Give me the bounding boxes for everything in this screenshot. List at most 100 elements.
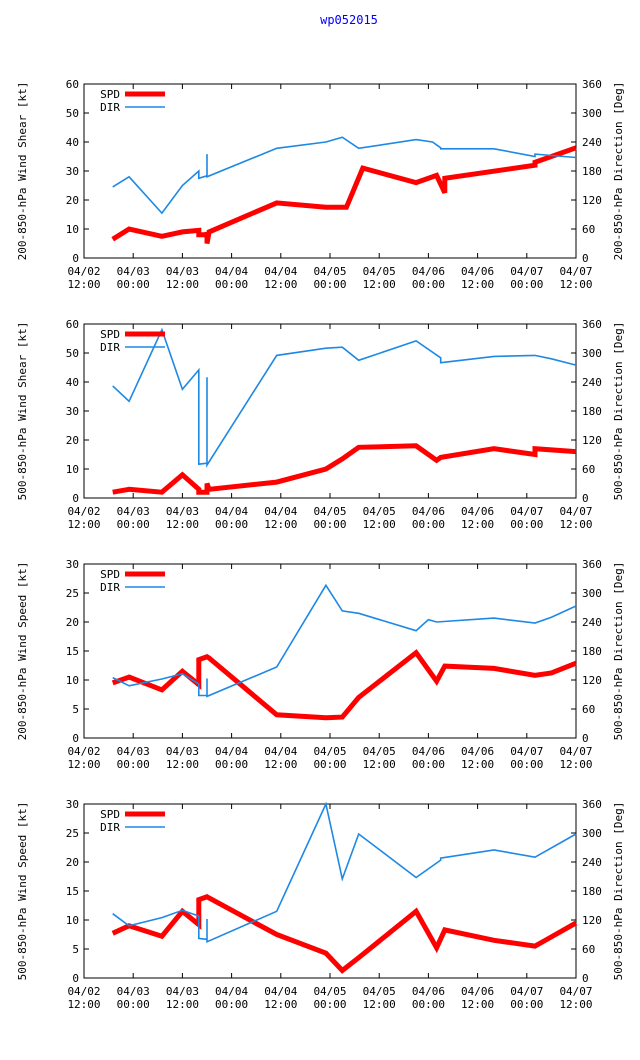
- x-tick-time: 00:00: [412, 518, 445, 531]
- x-tick-time: 00:00: [313, 758, 346, 771]
- left-tick-label: 40: [66, 376, 79, 389]
- right-tick-label: 240: [582, 136, 602, 149]
- x-tick-date: 04/04: [264, 505, 297, 518]
- left-tick-label: 20: [66, 194, 79, 207]
- left-tick-label: 30: [66, 405, 79, 418]
- x-tick-date: 04/02: [67, 745, 100, 758]
- left-tick-label: 25: [66, 827, 79, 840]
- left-tick-label: 60: [66, 318, 79, 331]
- x-tick-time: 00:00: [510, 278, 543, 291]
- x-tick-date: 04/07: [559, 985, 592, 998]
- x-tick-time: 00:00: [313, 278, 346, 291]
- chart-panel-1: 010203040506006012018024030036004/0212:0…: [16, 78, 625, 291]
- plot-frame: [83, 323, 577, 499]
- legend-label-spd: SPD: [100, 328, 120, 341]
- right-tick-label: 120: [582, 674, 602, 687]
- chart-panel-2: 010203040506006012018024030036004/0212:0…: [16, 318, 625, 531]
- x-tick-time: 12:00: [461, 518, 494, 531]
- x-tick-time: 12:00: [461, 758, 494, 771]
- x-tick-date: 04/05: [363, 505, 396, 518]
- x-tick-time: 12:00: [166, 278, 199, 291]
- right-tick-label: 60: [582, 463, 595, 476]
- figure-title: wp052015: [320, 13, 378, 27]
- legend-label-dir: DIR: [100, 581, 120, 594]
- right-tick-label: 180: [582, 165, 602, 178]
- x-tick-time: 12:00: [67, 758, 100, 771]
- y-axis-label: 200-850-hPa Wind Speed [kt]: [16, 562, 29, 741]
- x-tick-date: 04/07: [559, 745, 592, 758]
- chart-panel-3: 05101520253006012018024030036004/0212:00…: [16, 558, 625, 771]
- x-tick-date: 04/05: [363, 985, 396, 998]
- x-tick-date: 04/07: [510, 985, 543, 998]
- legend-label-dir: DIR: [100, 341, 120, 354]
- left-tick-label: 10: [66, 674, 79, 687]
- right-tick-label: 0: [582, 732, 589, 745]
- x-tick-time: 00:00: [215, 518, 248, 531]
- x-tick-time: 12:00: [363, 758, 396, 771]
- x-tick-time: 00:00: [117, 278, 150, 291]
- x-tick-time: 00:00: [117, 758, 150, 771]
- x-tick-date: 04/03: [166, 745, 199, 758]
- x-tick-time: 00:00: [313, 998, 346, 1011]
- x-tick-time: 12:00: [363, 998, 396, 1011]
- legend-label-spd: SPD: [100, 568, 120, 581]
- left-tick-label: 15: [66, 885, 79, 898]
- x-tick-date: 04/04: [264, 745, 297, 758]
- x-tick-time: 12:00: [461, 278, 494, 291]
- x-tick-time: 12:00: [559, 278, 592, 291]
- dir-series-line: [112, 583, 577, 698]
- plot-frame: [83, 803, 577, 979]
- y-axis-label: 500-850-hPa Wind Speed [kt]: [16, 802, 29, 981]
- x-tick-date: 04/06: [461, 505, 494, 518]
- right-tick-label: 60: [582, 703, 595, 716]
- x-tick-time: 00:00: [412, 758, 445, 771]
- x-tick-time: 00:00: [412, 278, 445, 291]
- left-tick-label: 50: [66, 347, 79, 360]
- x-tick-date: 04/04: [215, 745, 248, 758]
- x-tick-date: 04/06: [412, 985, 445, 998]
- left-tick-label: 15: [66, 645, 79, 658]
- left-tick-label: 10: [66, 914, 79, 927]
- x-tick-date: 04/05: [313, 985, 346, 998]
- left-tick-label: 10: [66, 223, 79, 236]
- right-tick-label: 0: [582, 492, 589, 505]
- right-tick-label: 120: [582, 194, 602, 207]
- x-tick-time: 00:00: [510, 998, 543, 1011]
- x-tick-time: 00:00: [215, 278, 248, 291]
- x-tick-time: 12:00: [363, 518, 396, 531]
- left-tick-label: 25: [66, 587, 79, 600]
- x-tick-date: 04/04: [264, 265, 297, 278]
- right-tick-label: 240: [582, 856, 602, 869]
- x-tick-date: 04/07: [559, 505, 592, 518]
- x-tick-date: 04/03: [166, 265, 199, 278]
- dir-series-line: [112, 136, 577, 215]
- left-tick-label: 30: [66, 798, 79, 811]
- left-tick-label: 0: [72, 492, 79, 505]
- right-tick-label: 300: [582, 347, 602, 360]
- x-tick-date: 04/04: [215, 265, 248, 278]
- x-tick-date: 04/07: [510, 505, 543, 518]
- y2-axis-label: 500-850-hPa Direction [Deg]: [612, 562, 625, 741]
- x-tick-date: 04/06: [461, 745, 494, 758]
- x-tick-date: 04/02: [67, 505, 100, 518]
- x-tick-date: 04/05: [363, 745, 396, 758]
- left-tick-label: 20: [66, 616, 79, 629]
- right-tick-label: 120: [582, 434, 602, 447]
- right-tick-label: 240: [582, 376, 602, 389]
- x-tick-date: 04/02: [67, 985, 100, 998]
- x-tick-time: 00:00: [117, 518, 150, 531]
- right-tick-label: 180: [582, 405, 602, 418]
- y-axis-label: 500-850-hPa Wind Shear [kt]: [16, 322, 29, 501]
- left-tick-label: 30: [66, 165, 79, 178]
- x-tick-date: 04/07: [510, 265, 543, 278]
- x-tick-time: 00:00: [510, 518, 543, 531]
- x-tick-time: 12:00: [363, 278, 396, 291]
- x-tick-date: 04/06: [412, 265, 445, 278]
- left-tick-label: 30: [66, 558, 79, 571]
- left-tick-label: 60: [66, 78, 79, 91]
- x-tick-date: 04/04: [264, 985, 297, 998]
- spd-series-line: [111, 894, 578, 974]
- panels: 010203040506006012018024030036004/0212:0…: [16, 78, 625, 1011]
- left-tick-label: 10: [66, 463, 79, 476]
- left-tick-label: 5: [72, 943, 79, 956]
